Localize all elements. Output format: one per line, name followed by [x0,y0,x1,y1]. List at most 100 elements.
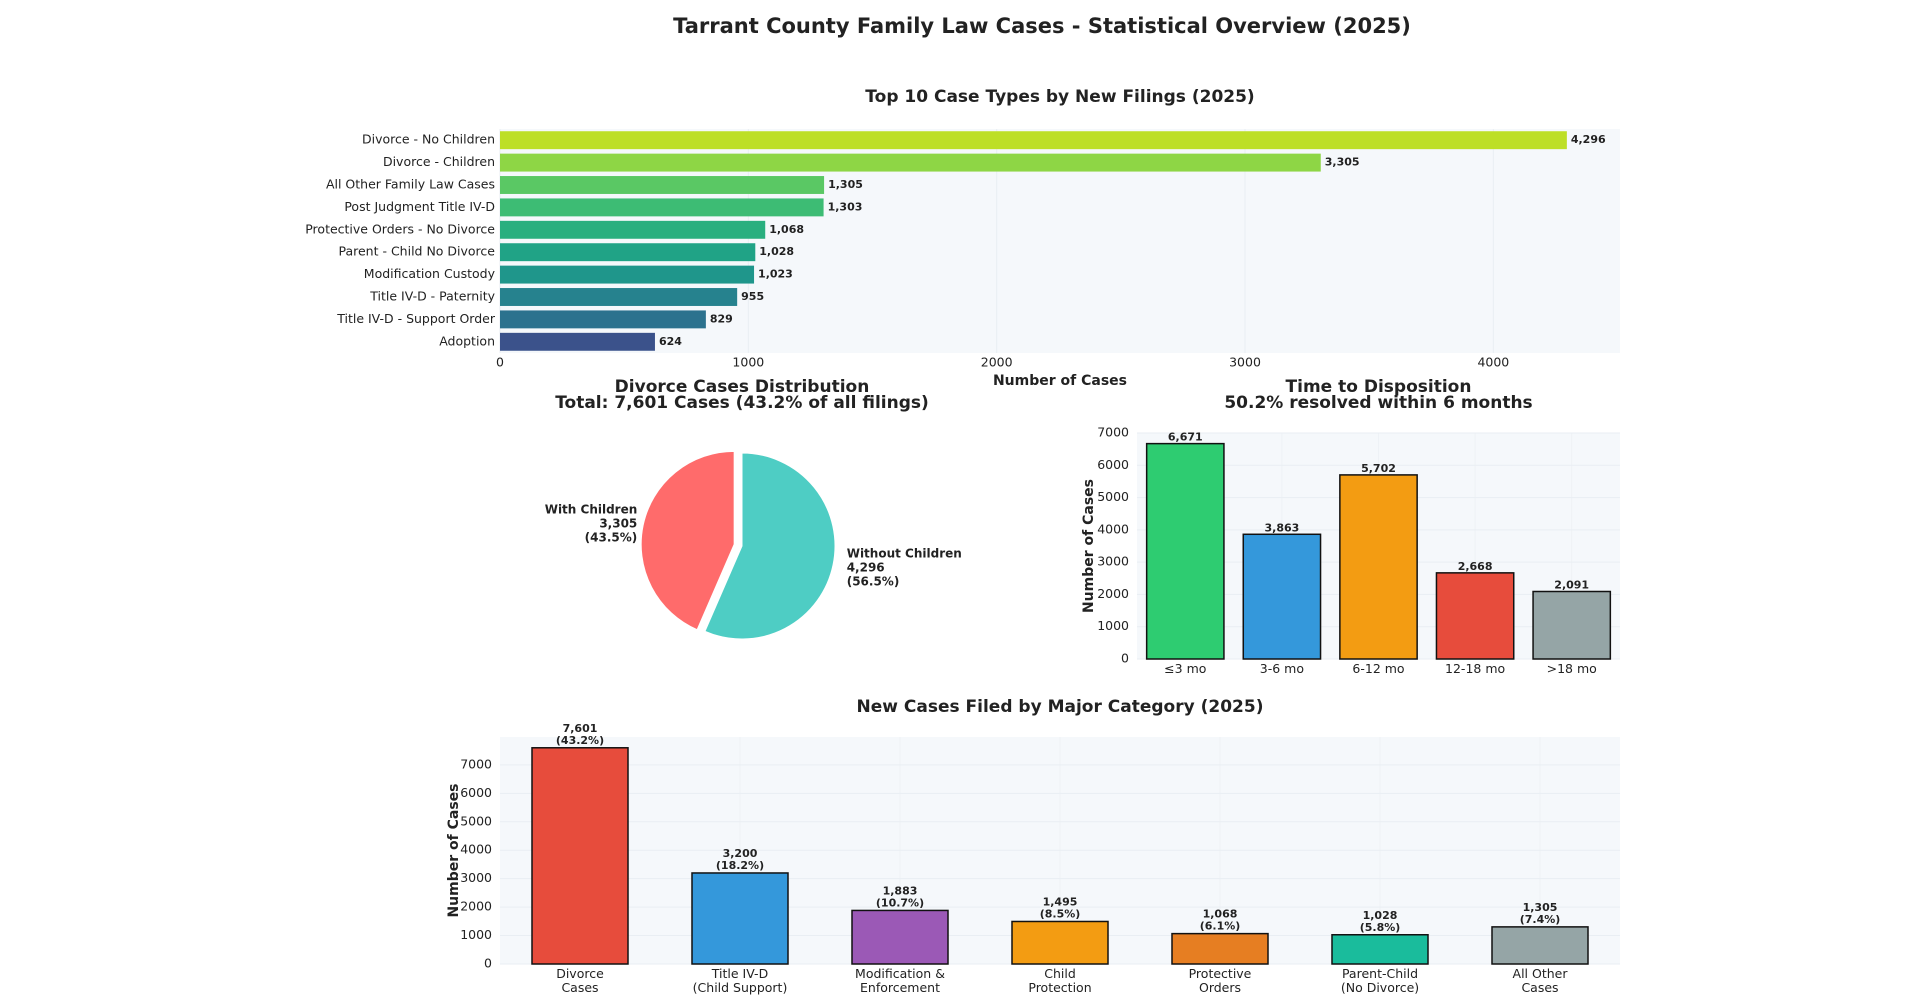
bar [691,872,789,965]
chart-title: New Cases Filed by Major Category (2025) [857,697,1264,717]
pie-slice [640,450,735,631]
figure-title: Tarrant County Family Law Cases - Statis… [673,14,1411,38]
value-label: 2,668 [1458,560,1493,573]
x-tick-label: 0 [496,355,504,370]
y-tick-label: 0 [1121,651,1129,666]
y-tick-label: 4000 [1097,521,1129,536]
value-label: 1,303 [828,200,863,213]
y-tick-label: 2000 [460,899,492,914]
x-tick-label: Title IV-D (Child Support) [692,966,788,995]
x-tick-label: 4000 [1477,355,1509,370]
value-label: 4,296 [1571,133,1606,146]
value-label: 6,671 [1168,431,1203,444]
bar [500,332,655,351]
chart-title: Top 10 Case Types by New Filings (2025) [865,87,1254,107]
bar [500,265,755,284]
y-tick-label: 7000 [1097,425,1129,440]
chart-subtitle: Total: 7,601 Cases (43.2% of all filings… [555,393,929,413]
category-label: Title IV-D - Support Order [336,311,496,326]
x-tick-label: Modification & Enforcement [855,966,945,995]
slice-value: 3,305 [599,517,637,531]
chart-subtitle: 50.2% resolved within 6 months [1224,393,1532,413]
x-tick-label: >18 mo [1546,661,1597,676]
x-tick-label: 2000 [981,355,1013,370]
bar [1532,590,1612,660]
value-label: 1,028 [1363,909,1398,922]
percent-label: (10.7%) [876,896,924,909]
bar [1171,932,1269,965]
bar [1242,533,1322,660]
x-tick-label: ≤3 mo [1164,661,1207,676]
category-label: Post Judgment Title IV-D [344,199,495,214]
slice-label: Without Children [847,546,962,560]
bar [500,220,766,239]
x-tick-label: 3-6 mo [1259,661,1304,676]
x-tick-label: 1000 [732,355,764,370]
y-tick-label: 5000 [460,813,492,828]
bar [531,747,629,965]
y-tick-label: 6000 [1097,457,1129,472]
bar [500,131,1567,150]
value-label: 1,028 [759,245,794,258]
category-label: Title IV-D - Paternity [369,289,495,304]
bar [500,198,824,217]
bar [500,153,1321,172]
category-label: Adoption [439,333,495,348]
value-label: 3,863 [1265,521,1300,534]
value-label: 1,023 [758,268,793,281]
x-tick-label: Parent-Child (No Divorce) [1340,966,1420,995]
value-label: 624 [659,335,682,348]
bar [500,310,706,329]
y-tick-label: 1000 [1097,618,1129,633]
value-label: 1,068 [1203,908,1238,921]
value-label: 5,702 [1361,462,1396,475]
value-label: 3,305 [1325,156,1360,169]
percent-label: (5.8%) [1360,921,1401,934]
y-tick-label: 3000 [460,870,492,885]
percent-label: (8.5%) [1040,907,1081,920]
x-tick-label: Child Protection [1028,966,1092,995]
category-label: Modification Custody [364,266,496,281]
category-label: All Other Family Law Cases [326,177,495,192]
chart-title: Time to Disposition [1286,377,1472,397]
slice-percent: (43.5%) [585,531,638,545]
percent-label: (43.2%) [556,734,604,747]
value-label: 1,305 [828,178,863,191]
x-tick-label: 3000 [1229,355,1261,370]
value-label: 2,091 [1554,578,1589,591]
percent-label: (6.1%) [1200,920,1241,933]
y-tick-label: 7000 [460,756,492,771]
value-label: 1,068 [769,223,804,236]
slice-label: With Children [545,503,638,517]
bar [851,909,949,965]
chart-title: Divorce Cases Distribution [615,377,870,397]
value-label: 829 [710,312,733,325]
bar [1011,920,1109,965]
bar [1435,572,1515,660]
bar [1339,474,1418,660]
y-tick-label: 6000 [460,785,492,800]
percent-label: (18.2%) [716,859,764,872]
bar [500,288,738,306]
x-axis-label: Number of Cases [993,373,1127,389]
bar [1145,442,1225,660]
y-tick-label: 2000 [1097,586,1129,601]
category-label: Parent - Child No Divorce [338,244,495,259]
value-label: 1,495 [1043,895,1078,908]
value-label: 1,305 [1523,901,1558,914]
x-tick-label: All Other Cases [1512,966,1568,995]
slice-percent: (56.5%) [847,574,900,588]
y-tick-label: 3000 [1097,554,1129,569]
percent-label: (7.4%) [1520,913,1561,926]
y-tick-label: 0 [484,956,492,971]
y-tick-label: 1000 [460,927,492,942]
bar [1331,934,1429,965]
category-label: Protective Orders - No Divorce [305,221,495,236]
value-label: 3,200 [723,847,758,860]
y-axis-label: Number of Cases [446,783,462,917]
value-label: 955 [741,290,764,303]
x-tick-label: 6-12 mo [1352,661,1405,676]
bar [500,243,756,262]
bar [500,176,825,194]
